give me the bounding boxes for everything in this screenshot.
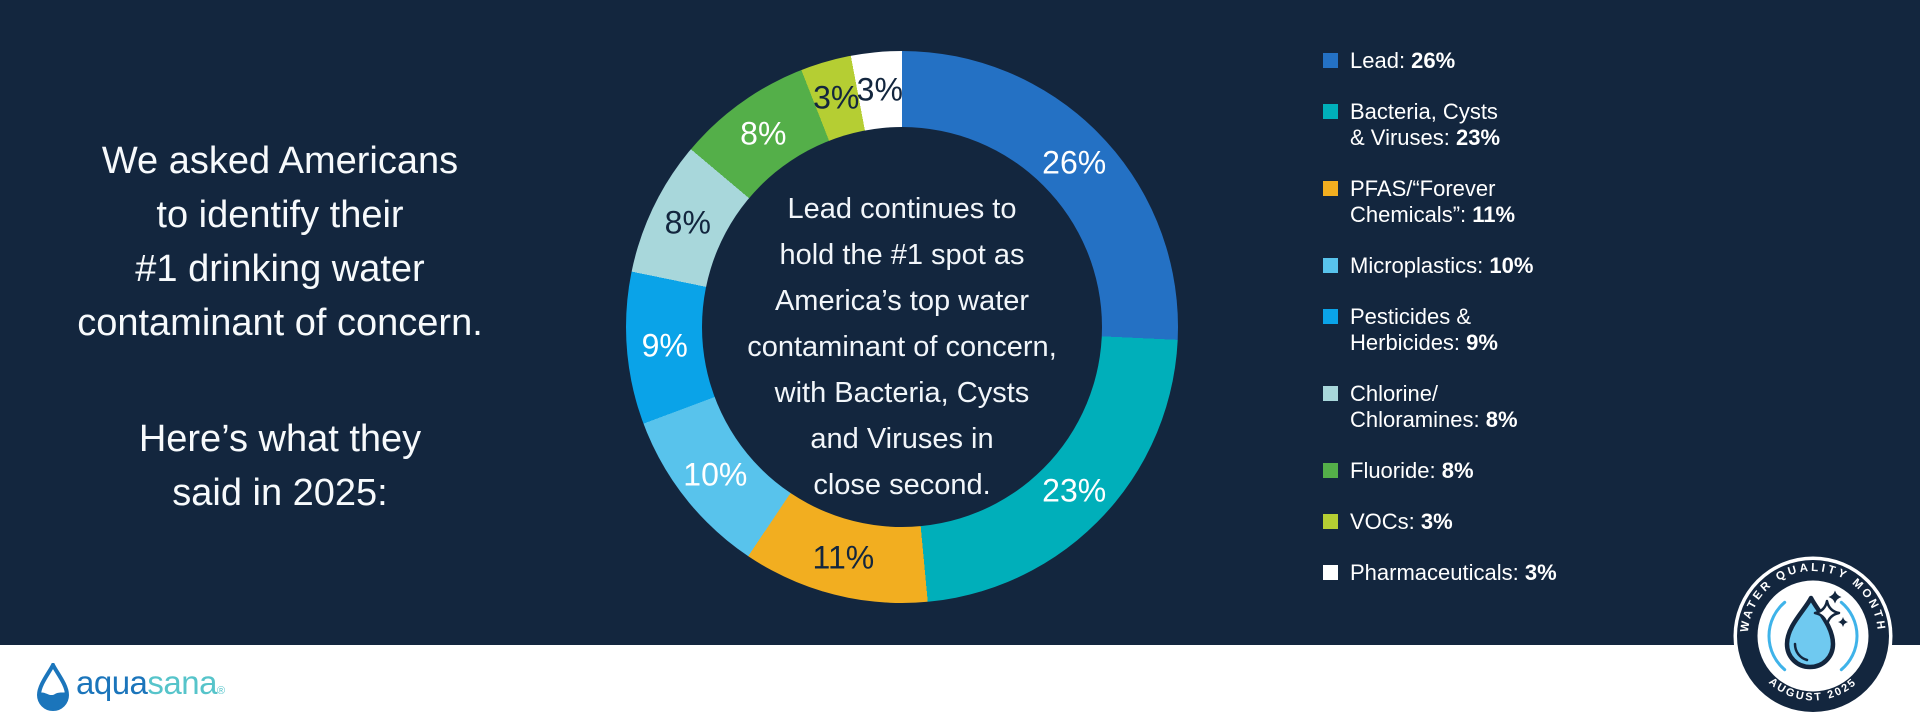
legend-item: Bacteria, Cysts & Viruses: 23% <box>1323 99 1557 151</box>
legend-item: Pesticides & Herbicides: 9% <box>1323 304 1557 356</box>
slice-label: 8% <box>664 204 711 241</box>
logo-text-aqua: aqua <box>76 664 148 701</box>
logo-wordmark: aquasana® <box>76 658 225 716</box>
legend-label: Microplastics: 10% <box>1350 253 1534 278</box>
legend-swatch <box>1323 514 1338 529</box>
legend-swatch <box>1323 104 1338 119</box>
donut-chart: Lead continues to hold the #1 spot as Am… <box>626 51 1178 603</box>
slice-label: 3% <box>856 71 903 108</box>
slice-label: 11% <box>812 539 875 576</box>
slice-label: 9% <box>641 327 688 363</box>
intro-paragraph-2: Here’s what they said in 2025: <box>138 418 422 514</box>
legend-swatch <box>1323 53 1338 68</box>
donut-center-text: Lead continues to hold the #1 spot as Am… <box>747 193 1057 501</box>
legend-swatch <box>1323 386 1338 401</box>
aquasana-logo: aquasana® <box>36 662 225 712</box>
legend: Lead: 26% Bacteria, Cysts & Viruses: 23% P… <box>1323 48 1557 586</box>
legend-label: Pesticides & Herbicides: 9% <box>1350 304 1498 355</box>
slice-label: 26% <box>1042 144 1107 181</box>
legend-item: Fluoride: 8% <box>1323 458 1557 484</box>
legend-swatch <box>1323 309 1338 324</box>
badge-right-arc <box>1839 600 1859 672</box>
legend-item: Chlorine/ Chloramines: 8% <box>1323 381 1557 433</box>
logo-text-sana: sana <box>147 664 217 701</box>
legend-label: Chlorine/ Chloramines: 8% <box>1350 381 1518 432</box>
legend-swatch <box>1323 565 1338 580</box>
legend-item: VOCs: 3% <box>1323 509 1557 535</box>
legend-item: Lead: 26% <box>1323 48 1557 74</box>
legend-value: 10% <box>1489 253 1534 278</box>
intro-paragraph-1: We asked Americans to identify their #1 … <box>77 140 483 344</box>
slice-label: 3% <box>813 79 860 116</box>
sparkle-icon <box>1813 599 1841 627</box>
legend-value: 9% <box>1466 330 1498 355</box>
intro-text: We asked Americans to identify their #1 … <box>40 134 520 520</box>
bottom-strip <box>0 645 1920 726</box>
legend-label: PFAS/“Forever Chemicals”: 11% <box>1350 176 1516 227</box>
slice-label: 23% <box>1042 472 1107 509</box>
legend-item: PFAS/“Forever Chemicals”: 11% <box>1323 176 1557 228</box>
legend-label: Bacteria, Cysts & Viruses: 23% <box>1350 99 1501 150</box>
legend-label: Pharmaceuticals: 3% <box>1350 560 1557 585</box>
legend-label: Lead: 26% <box>1350 48 1456 73</box>
logo-trademark: ® <box>216 685 225 697</box>
donut-hole <box>702 127 1102 527</box>
slice-label: 10% <box>683 456 748 493</box>
legend-value: 11% <box>1472 202 1516 227</box>
legend-value: 3% <box>1420 509 1453 534</box>
legend-label: VOCs: 3% <box>1350 509 1453 534</box>
legend-value: 8% <box>1441 458 1474 483</box>
legend-item: Microplastics: 10% <box>1323 253 1557 279</box>
legend-value: 8% <box>1485 407 1518 432</box>
legend-label: Fluoride: 8% <box>1350 458 1474 483</box>
badge-left-arc <box>1767 600 1787 672</box>
sparkle-icon <box>1838 617 1848 627</box>
water-quality-month-badge: WATER QUALITY MONTH AUGUST 2025 <box>1733 556 1893 716</box>
legend-value: 3% <box>1524 560 1557 585</box>
legend-value: 26% <box>1411 48 1456 73</box>
drop-highlight <box>1793 642 1809 662</box>
legend-swatch <box>1323 181 1338 196</box>
water-drop-icon <box>36 663 70 711</box>
slice-label: 8% <box>740 115 787 152</box>
legend-swatch <box>1323 258 1338 273</box>
legend-swatch <box>1323 463 1338 478</box>
legend-item: Pharmaceuticals: 3% <box>1323 560 1557 586</box>
sparkle-icon <box>1828 590 1842 604</box>
legend-value: 23% <box>1455 125 1501 150</box>
